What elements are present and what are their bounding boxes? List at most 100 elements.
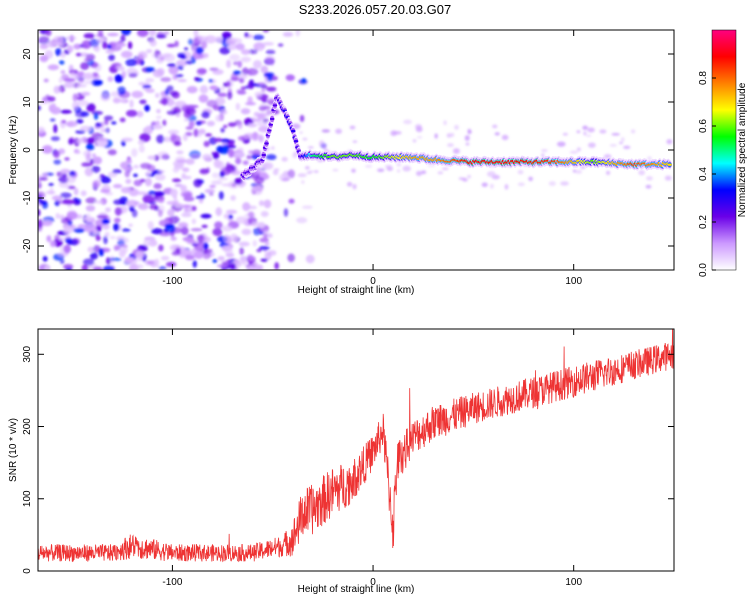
heatmap-noise-cell [265,49,276,55]
heatmap-noise-cell [299,131,303,134]
heatmap-noise-cell [204,188,215,194]
heatmap-noise-cell [490,183,494,189]
heatmap-noise-cell [128,206,135,212]
heatmap-noise-cell [306,171,313,175]
heatmap-noise-cell [172,195,178,200]
snr-ytick-label: 200 [22,418,33,435]
heatmap-noise-cell [201,111,210,119]
heatmap-noise-cell [335,128,342,134]
heatmap-noise-cell [417,136,423,139]
heatmap-noise-cell [91,110,104,116]
heatmap-noise-cell [302,137,308,141]
heatmap-noise-cell [55,48,62,57]
heatmap-noise-cell [100,93,111,102]
heatmap-noise-cell [53,150,60,159]
heatmap-noise-cell [228,214,233,219]
heatmap-noise-cell [176,65,184,70]
heatmap-noise-cell [441,167,449,170]
heatmap-noise-cell [45,190,56,195]
heatmap-noise-cell [223,233,230,242]
heatmap-noise-cell [197,53,204,59]
heatmap-noise-cell [175,59,188,67]
heatmap-noise-cell [186,85,198,94]
heatmap-noise-cell [182,133,188,142]
heatmap-noise-cell [352,183,357,190]
heatmap-noise-cell [247,123,257,128]
heatmap-noise-cell [227,122,237,127]
heatmap-noise-cell [137,140,145,146]
heatmap-x-ticks: -100 0 100 [162,30,582,287]
heatmap-noise-cell [121,137,133,142]
heatmap-noise-cell [168,65,179,75]
heatmap-noise-cell [270,146,275,150]
heatmap-noise-cell [112,169,122,174]
heatmap-noise-cell [142,85,152,89]
heatmap-noise-cell [161,97,169,106]
heatmap-noise-cell [195,195,205,200]
heatmap-noise-cell [434,133,438,139]
heatmap-ridge-cell [264,142,269,145]
heatmap-noise-cell [123,237,129,244]
heatmap-noise-cell [85,205,96,212]
colorbar: 0.0 0.2 0.4 0.6 0.8 Normalized spectral ampl… [698,29,748,277]
heatmap-noise-cell [212,227,223,237]
heatmap-ridge-cell [269,117,275,121]
heatmap-noise-cell [174,100,187,108]
heatmap-noise-cell [332,169,339,172]
heatmap-noise-cell [240,56,251,63]
heatmap-noise-cell [49,118,56,122]
heatmap-noise-cell [226,59,232,69]
heatmap-noise-cell [113,244,120,252]
heatmap-noise-cell [193,178,203,188]
heatmap-noise-cell [98,248,105,257]
heatmap-noise-cell [77,84,87,88]
heatmap-noise-cell [72,93,78,102]
heatmap-noise-cell [346,181,353,187]
heatmap-noise-cell [85,153,91,163]
heatmap-noise-cell [218,191,224,200]
heatmap-noise-cell [182,192,193,198]
heatmap-noise-cell [209,184,216,189]
snr-x-ticks: -100 0 100 [162,329,582,588]
heatmap-noise-cell [295,30,301,37]
snr-series-line [38,329,674,563]
heatmap-noise-cell [89,252,98,260]
heatmap-noise-cell [92,72,99,77]
heatmap-ridge-cell [291,129,296,133]
heatmap-noise-cell [61,119,67,124]
heatmap-noise-cell [190,228,203,232]
heatmap-noise-cell [115,42,127,47]
heatmap-noise-cell [501,134,509,141]
heatmap-noise-cell [46,235,52,243]
heatmap-noise-cell [185,60,193,65]
heatmap-noise-cell [39,100,51,105]
heatmap-noise-cell [481,182,488,188]
heatmap-noise-cell [586,134,592,137]
heatmap-noise-cell [204,35,217,44]
heatmap-noise-cell [85,213,91,222]
heatmap-noise-cell [167,208,175,217]
heatmap-noise-cell [528,176,533,182]
heatmap-noise-cell [134,201,141,205]
heatmap-noise-cell [301,180,305,184]
heatmap-noise-cell [139,99,147,105]
heatmap-noise-cell [166,110,179,116]
colorbar-ticks: 0.0 0.2 0.4 0.6 0.8 [698,71,716,277]
heatmap-noise-cell [467,174,472,179]
heatmap-noise-cell [69,71,76,79]
heatmap-noise-cell [79,125,92,132]
heatmap-noise-cell [465,142,470,146]
heatmap-noise-cell [154,191,165,197]
heatmap-noise-cell [107,76,114,82]
heatmap-noise-cell [47,40,56,48]
heatmap-noise-cell [63,244,71,254]
heatmap-noise-cell [86,103,96,112]
snr-ytick-label: 300 [22,346,33,363]
heatmap-noise-cell [349,125,356,130]
heatmap-noise-cell [452,148,460,154]
heatmap-noise-cell [53,85,61,94]
heatmap-noise-cell [60,70,66,74]
heatmap-noise-cell [212,151,220,160]
heatmap-noise-cell [139,162,152,170]
